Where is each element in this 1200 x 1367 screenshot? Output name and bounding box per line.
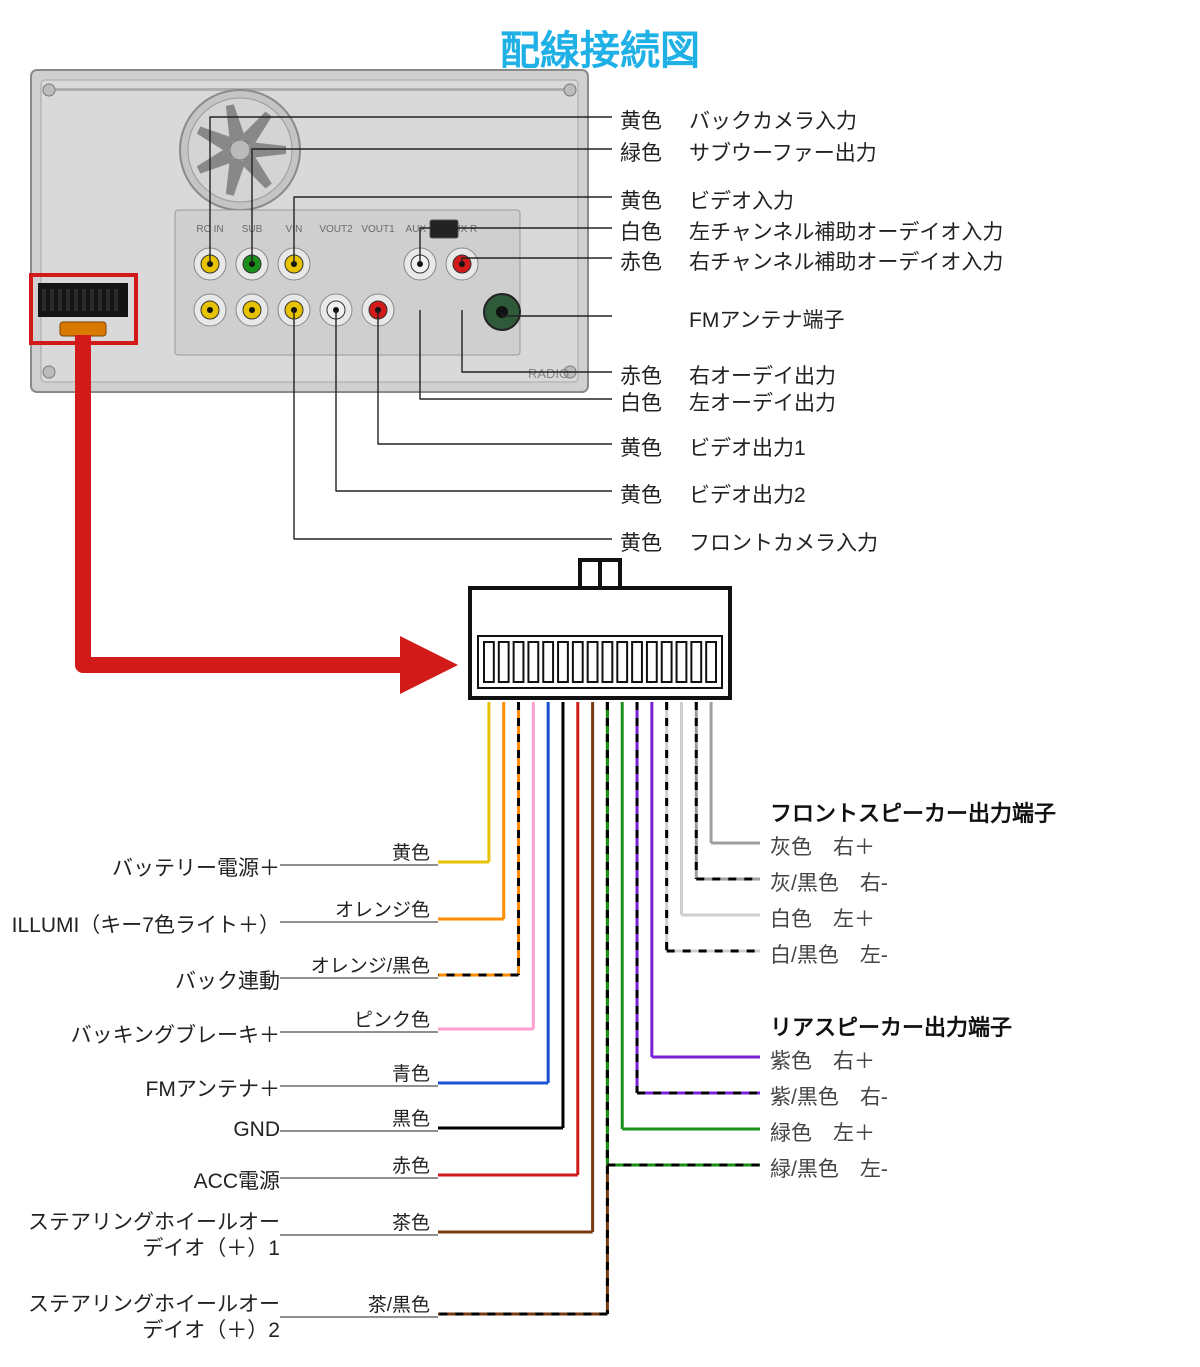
wire-function-label: バッキングブレーキ＋ [0, 1019, 280, 1049]
rca-label: 黄色ビデオ出力2 [620, 479, 806, 509]
wire-function-label: FMアンテナ＋ [0, 1073, 280, 1103]
rca-label: 白色左チャンネル補助オーデイオ入力 [620, 216, 1003, 246]
rca-label: 赤色右オーデイ出力 [620, 360, 836, 390]
rca-label-color: 黄色 [620, 479, 675, 509]
rca-label: 黄色ビデオ入力 [620, 185, 794, 215]
rca-label-color: 緑色 [620, 137, 675, 167]
wire-function-label: バック連動 [0, 965, 280, 995]
svg-text:VOUT1: VOUT1 [361, 224, 395, 235]
rca-label: 緑色サブウーファー出力 [620, 137, 877, 167]
rca-label-color: 白色 [620, 216, 675, 246]
speaker-group-header: フロントスピーカー出力端子 [770, 796, 1056, 828]
rca-label-color: 黄色 [620, 432, 675, 462]
speaker-group-header: リアスピーカー出力端子 [770, 1010, 1012, 1042]
rca-label-color: 黄色 [620, 185, 675, 215]
rca-label-text: ビデオ出力1 [689, 437, 806, 460]
rca-label: 黄色フロントカメラ入力 [620, 527, 878, 557]
rca-label-text: ビデオ出力2 [689, 484, 806, 507]
wire-function-label: ステアリングホイールオーデイオ（＋）1 [20, 1210, 280, 1263]
wire-function-label: ACC電源 [0, 1165, 280, 1195]
speaker-wire-label: 紫色 右＋ [770, 1045, 875, 1075]
rca-label-color: 黄色 [620, 105, 675, 135]
rca-label-color: 赤色 [620, 360, 675, 390]
rca-label: 白色左オーデイ出力 [620, 387, 836, 417]
wire-function-label: バッテリー電源＋ [0, 852, 280, 882]
rca-label-text: バックカメラ入力 [689, 110, 857, 133]
rca-label: 黄色ビデオ出力1 [620, 432, 806, 462]
wire-function-label: ステアリングホイールオーデイオ（＋）2 [20, 1292, 280, 1345]
wire-function-label: GND [0, 1118, 280, 1142]
rca-label-text: 左オーデイ出力 [689, 392, 836, 415]
rca-label: 黄色バックカメラ入力 [620, 105, 857, 135]
rca-label-text: 左チャンネル補助オーデイオ入力 [689, 221, 1003, 244]
rca-label-text: ビデオ入力 [689, 190, 794, 213]
rca-label-color: 赤色 [620, 246, 675, 276]
rca-label-color: 黄色 [620, 527, 675, 557]
svg-text:VOUT2: VOUT2 [319, 224, 353, 235]
wire-function-label: ILLUMI（キー7色ライト＋） [0, 909, 280, 939]
speaker-wire-label: 紫/黒色 右- [770, 1081, 888, 1111]
speaker-wire-label: 緑/黒色 左- [770, 1153, 888, 1183]
rca-label: FMアンテナ端子 [620, 304, 844, 334]
speaker-wire-label: 緑色 左＋ [770, 1117, 875, 1147]
rca-label-color: 白色 [620, 387, 675, 417]
svg-text:RADIO: RADIO [528, 366, 569, 381]
rca-label-text: 右チャンネル補助オーデイオ入力 [689, 251, 1003, 274]
speaker-wire-label: 灰色 右＋ [770, 831, 875, 861]
speaker-wire-label: 白色 左＋ [770, 903, 875, 933]
rca-label-text: サブウーファー出力 [689, 142, 877, 165]
rca-label: 赤色右チャンネル補助オーデイオ入力 [620, 246, 1003, 276]
rca-label-text: フロントカメラ入力 [689, 532, 878, 555]
rca-label-text: 右オーデイ出力 [689, 365, 836, 388]
rca-label-text: FMアンテナ端子 [689, 309, 844, 332]
speaker-wire-label: 灰/黒色 右- [770, 867, 888, 897]
speaker-wire-label: 白/黒色 左- [770, 939, 888, 969]
